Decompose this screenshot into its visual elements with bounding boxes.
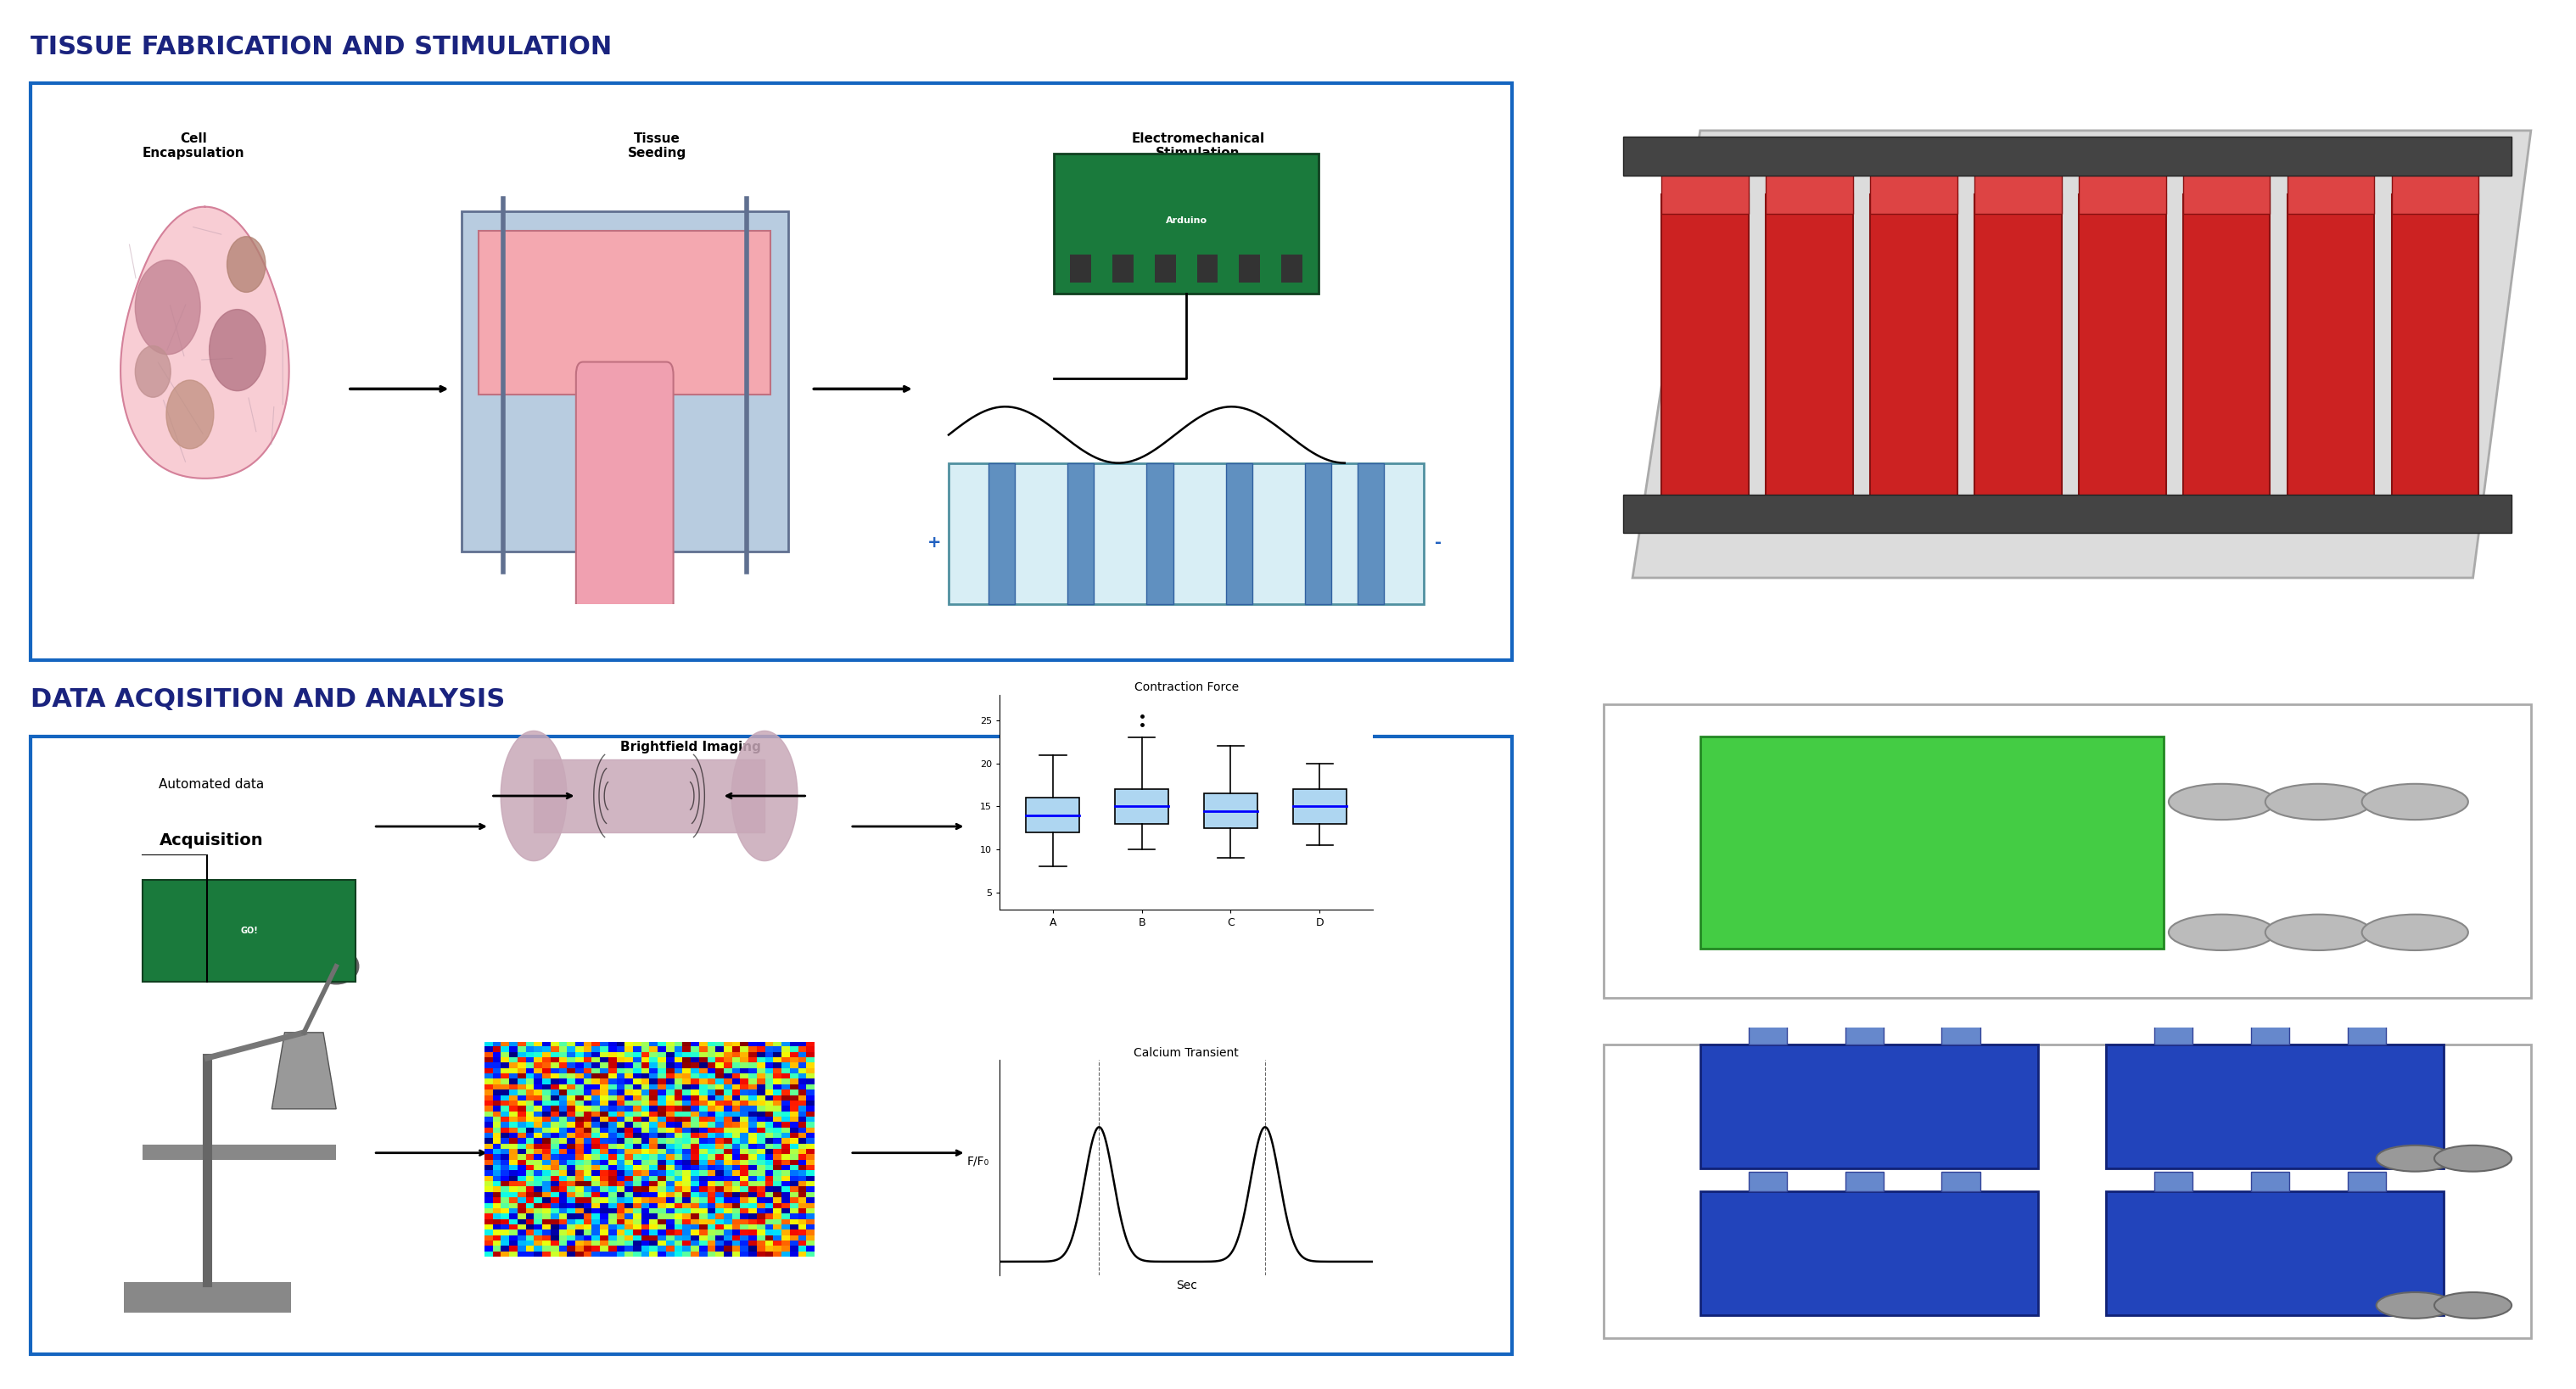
Polygon shape xyxy=(1633,131,2530,578)
Bar xyxy=(2154,1025,2192,1045)
Bar xyxy=(1154,254,1175,283)
Bar xyxy=(1293,789,1347,824)
Bar xyxy=(2287,163,2375,214)
Bar xyxy=(1749,1171,1788,1190)
Bar xyxy=(1623,494,2512,533)
FancyBboxPatch shape xyxy=(31,736,1512,1354)
X-axis label: Sec: Sec xyxy=(1175,1279,1198,1292)
Bar xyxy=(1025,797,1079,832)
Bar xyxy=(1198,254,1218,283)
Bar xyxy=(1942,1171,1981,1190)
Bar xyxy=(1069,254,1092,283)
Bar xyxy=(2079,194,2166,514)
Bar xyxy=(2107,1190,2445,1315)
Text: -: - xyxy=(1435,535,1440,551)
Circle shape xyxy=(2434,1146,2512,1171)
Bar xyxy=(2182,163,2269,214)
Bar xyxy=(124,1282,291,1313)
Bar xyxy=(1226,463,1252,604)
Bar xyxy=(1203,793,1257,828)
Bar xyxy=(2391,163,2478,214)
Title: Contraction Force: Contraction Force xyxy=(1133,682,1239,693)
Circle shape xyxy=(227,236,265,292)
Bar xyxy=(1700,1045,2038,1168)
Bar xyxy=(1870,163,1958,214)
Y-axis label: F/F₀: F/F₀ xyxy=(966,1156,989,1167)
Bar xyxy=(2182,194,2269,514)
Polygon shape xyxy=(144,879,355,982)
Bar xyxy=(1976,194,2061,514)
Bar xyxy=(144,1145,335,1160)
Circle shape xyxy=(2362,914,2468,950)
Bar xyxy=(1844,1025,1883,1045)
Circle shape xyxy=(209,310,265,390)
Text: Acquisition: Acquisition xyxy=(160,832,263,849)
Bar xyxy=(1700,1190,2038,1315)
Title: Calcium Transient: Calcium Transient xyxy=(1133,1047,1239,1058)
Bar xyxy=(1662,194,1749,514)
Text: GO!: GO! xyxy=(240,926,258,935)
Bar xyxy=(1239,254,1260,283)
Bar xyxy=(1767,163,1852,214)
Bar xyxy=(2391,194,2478,514)
Text: TISSUE FABRICATION AND STIMULATION: TISSUE FABRICATION AND STIMULATION xyxy=(31,35,613,60)
Bar xyxy=(1280,254,1303,283)
Bar xyxy=(1700,736,2164,949)
Bar xyxy=(1844,1171,1883,1190)
Bar xyxy=(461,211,788,551)
Bar xyxy=(948,463,1425,604)
Polygon shape xyxy=(1054,153,1319,294)
Circle shape xyxy=(134,346,170,397)
Bar xyxy=(1115,789,1170,824)
Circle shape xyxy=(134,260,201,354)
Bar xyxy=(1113,254,1133,283)
Bar xyxy=(1749,1025,1788,1045)
Bar xyxy=(1306,463,1332,604)
Circle shape xyxy=(2375,1146,2452,1171)
Bar xyxy=(1146,463,1172,604)
Polygon shape xyxy=(121,207,289,478)
Bar xyxy=(1358,463,1383,604)
Text: DATA ACQISITION AND ANALYSIS: DATA ACQISITION AND ANALYSIS xyxy=(31,688,505,713)
Text: Calcium Imaging: Calcium Imaging xyxy=(631,1083,750,1097)
Bar xyxy=(2154,1171,2192,1190)
Bar xyxy=(1942,1025,1981,1045)
Text: Electromechanical
Stimulation: Electromechanical Stimulation xyxy=(1131,132,1265,160)
Circle shape xyxy=(2375,1292,2452,1318)
Text: Arduino: Arduino xyxy=(1164,217,1208,225)
Bar xyxy=(1976,163,2061,214)
Bar xyxy=(989,463,1015,604)
Text: Tissue
Seeding: Tissue Seeding xyxy=(629,132,685,160)
Bar xyxy=(2347,1025,2385,1045)
FancyBboxPatch shape xyxy=(577,363,672,617)
Bar xyxy=(1767,194,1852,514)
Circle shape xyxy=(2362,783,2468,820)
Circle shape xyxy=(2169,783,2275,820)
Bar xyxy=(1870,194,1958,514)
FancyBboxPatch shape xyxy=(31,83,1512,660)
Bar xyxy=(2287,194,2375,514)
Bar xyxy=(2347,1171,2385,1190)
Bar xyxy=(1662,163,1749,214)
Polygon shape xyxy=(500,731,567,861)
Circle shape xyxy=(2434,1292,2512,1318)
Bar xyxy=(2107,1045,2445,1168)
Text: Brightfield Imaging: Brightfield Imaging xyxy=(621,740,760,754)
Bar xyxy=(2079,163,2166,214)
Circle shape xyxy=(2264,783,2372,820)
Circle shape xyxy=(314,949,358,983)
Bar xyxy=(2251,1171,2290,1190)
Circle shape xyxy=(167,381,214,449)
Circle shape xyxy=(2264,914,2372,950)
Polygon shape xyxy=(732,731,799,861)
Text: Automated data: Automated data xyxy=(160,778,263,792)
Bar xyxy=(1066,463,1095,604)
Bar xyxy=(1623,138,2512,175)
Text: Cell
Encapsulation: Cell Encapsulation xyxy=(142,132,245,160)
Polygon shape xyxy=(273,1032,335,1108)
Text: +: + xyxy=(927,535,940,551)
Bar xyxy=(2251,1025,2290,1045)
Bar xyxy=(479,231,770,394)
Circle shape xyxy=(2169,914,2275,950)
